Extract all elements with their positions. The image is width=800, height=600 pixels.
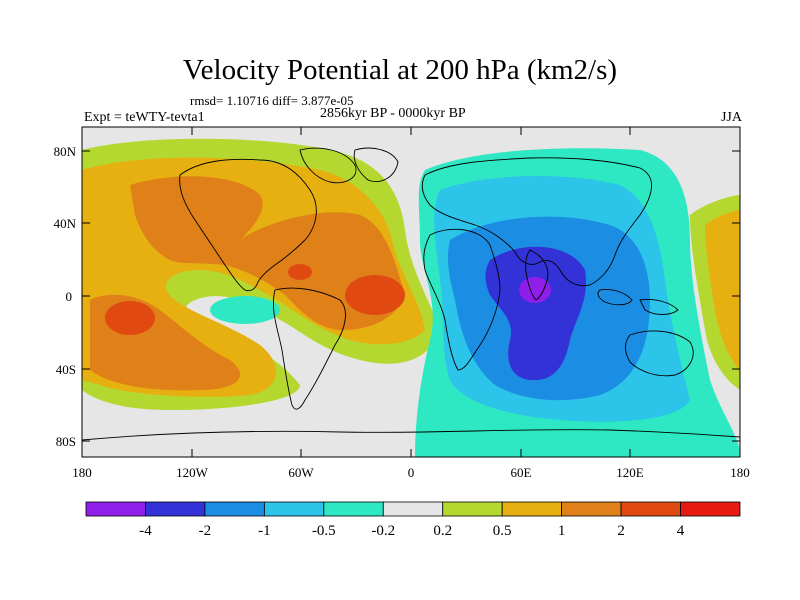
colorbar-label: -0.5: [312, 523, 336, 539]
colorbar: -4 -2 -1 -0.5 -0.2 0.2 0.5 1 2 4: [85, 501, 741, 539]
colorbar-swatch: [204, 501, 265, 517]
lat-ticks: [82, 150, 740, 442]
coastlines: [82, 147, 740, 441]
lat-label-0: 0: [66, 289, 73, 304]
colorbar-swatch: [501, 501, 563, 517]
colorbar-label: 0.2: [433, 523, 452, 539]
colorbar-label: 1: [558, 523, 566, 539]
colorbar-label: 0.5: [493, 523, 512, 539]
colorbar-swatch: [85, 501, 146, 517]
lat-label-40n: 40N: [54, 216, 77, 231]
contour-positive-2b: [105, 301, 155, 335]
lon-label-0: 0: [408, 465, 415, 480]
colorbar-swatch: [680, 501, 741, 517]
lon-label-180e: 180: [730, 465, 750, 480]
experiment-label: Expt = teWTY-tevta1: [84, 110, 205, 125]
lat-label-80n: 80N: [54, 144, 77, 159]
lon-label-120e: 120E: [616, 465, 644, 480]
contour-negative-2: [485, 246, 587, 381]
contour-positive-east-orange: [705, 210, 740, 370]
colorbar-swatch: [561, 501, 622, 517]
lat-label-40s: 40S: [56, 362, 76, 377]
contour-positive-2c: [288, 264, 312, 280]
colorbar-swatch: [263, 501, 325, 517]
colorbar-label: -4: [139, 523, 152, 539]
colorbar-label: 2: [617, 523, 625, 539]
colorbar-swatch: [442, 501, 503, 517]
colorbar-label: -1: [258, 523, 271, 539]
stats-text: rmsd= 1.10716 diff= 3.877e-05: [190, 93, 354, 108]
season-label: JJA: [720, 110, 742, 125]
period-label: 2856kyr BP - 0000kyr BP: [320, 106, 466, 121]
contour-negative-4: [519, 277, 551, 303]
colorbar-label: -2: [199, 523, 212, 539]
colorbar-swatch: [145, 501, 206, 517]
contour-negative-small: [210, 296, 280, 324]
lon-ticks: [81, 127, 741, 457]
contour-positive-1: [130, 176, 405, 330]
colorbar-label: 4: [677, 523, 685, 539]
contour-field: [82, 127, 740, 457]
colorbar-label: -0.2: [371, 523, 395, 539]
contour-positive-2a: [345, 275, 405, 315]
lon-label-60e: 60E: [511, 465, 532, 480]
lon-label-180w: 180: [72, 465, 92, 480]
lon-label-60w: 60W: [288, 465, 314, 480]
colorbar-swatch: [323, 501, 384, 517]
lon-label-120w: 120W: [176, 465, 209, 480]
lat-label-80s: 80S: [56, 434, 76, 449]
colorbar-swatch: [382, 501, 444, 517]
map-title: Velocity Potential at 200 hPa (km2/s): [182, 54, 618, 86]
colorbar-swatch: [620, 501, 681, 517]
